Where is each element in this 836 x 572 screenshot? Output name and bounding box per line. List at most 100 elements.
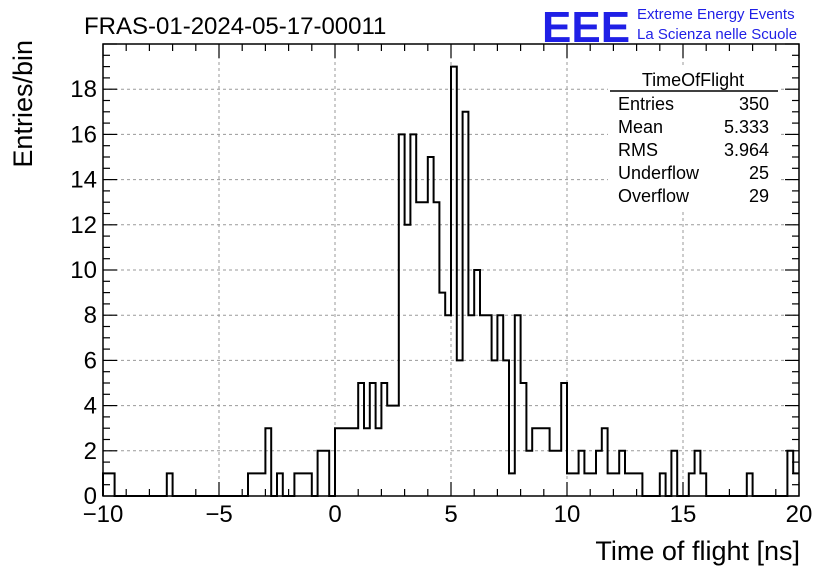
x-tick-label: 15 bbox=[670, 501, 697, 528]
histogram-bin-111 bbox=[747, 473, 753, 496]
eee-logo-line2: La Scienza nelle Scuole bbox=[637, 26, 797, 43]
histogram-bin-49 bbox=[387, 406, 393, 496]
histogram-bin-42 bbox=[347, 428, 353, 496]
histogram-bin-67 bbox=[492, 360, 498, 496]
stats-row-value: 25 bbox=[749, 163, 769, 183]
histogram-bin-73 bbox=[526, 451, 532, 496]
histogram-bin-44 bbox=[358, 383, 364, 496]
stats-box-background bbox=[608, 66, 778, 210]
eee-logo-line1: Extreme Energy Events bbox=[637, 6, 795, 23]
x-tick-label: −10 bbox=[83, 501, 124, 528]
histogram-bin-40 bbox=[335, 428, 341, 496]
y-axis-ticks: 0 2 4 6 8 10 12 14 16 18 bbox=[70, 43, 799, 510]
stats-row-value: 29 bbox=[749, 186, 769, 206]
histogram-bin-92 bbox=[637, 473, 643, 496]
histogram-bin-68 bbox=[497, 315, 503, 496]
x-tick-label: 10 bbox=[554, 501, 581, 528]
y-tick-label: 10 bbox=[70, 257, 97, 284]
histogram-bin-88 bbox=[613, 473, 619, 496]
histogram-bin-84 bbox=[590, 473, 596, 496]
histogram-bin-30 bbox=[277, 473, 283, 496]
histogram-bin-70 bbox=[509, 473, 515, 496]
stats-box: TimeOfFlight Entries 350 Mean 5.333 RMS 3.964… bbox=[608, 66, 778, 210]
histogram-bin-63 bbox=[468, 315, 474, 496]
y-tick-label: 0 bbox=[84, 483, 97, 510]
histogram-bin-87 bbox=[608, 473, 614, 496]
stats-box-title: TimeOfFlight bbox=[642, 70, 744, 90]
x-tick-label: 0 bbox=[328, 501, 341, 528]
histogram-bin-71 bbox=[515, 315, 521, 496]
eee-logo: EEE Extreme Energy Events La Scienza nel… bbox=[542, 3, 797, 52]
histogram-bin-90 bbox=[625, 473, 631, 496]
histogram-series bbox=[102, 65, 799, 497]
y-tick-label: 18 bbox=[70, 76, 97, 103]
x-axis-ticks: −10 −5 0 5 10 15 20 bbox=[83, 44, 813, 528]
stats-row-label: Mean bbox=[618, 117, 663, 137]
histogram-bin-61 bbox=[457, 360, 463, 496]
y-tick-label: 12 bbox=[70, 212, 97, 239]
histogram-bin-78 bbox=[555, 451, 561, 496]
histogram-bin-26 bbox=[254, 473, 260, 496]
histogram-bin-59 bbox=[445, 315, 451, 496]
histogram-bin-89 bbox=[619, 451, 625, 496]
histogram-bin-57 bbox=[434, 202, 440, 496]
histogram-bin-35 bbox=[306, 473, 312, 496]
x-tick-label: −5 bbox=[205, 501, 232, 528]
histogram-bin-103 bbox=[700, 473, 706, 496]
histogram-bin-64 bbox=[474, 270, 480, 496]
histogram-bin-102 bbox=[695, 451, 701, 496]
histogram-bin-45 bbox=[364, 428, 370, 496]
histogram-bin-62 bbox=[463, 112, 469, 496]
histogram-bin-54 bbox=[416, 202, 422, 496]
histogram-bin-80 bbox=[567, 473, 573, 496]
histogram-bin-50 bbox=[393, 406, 399, 496]
histogram-bin-38 bbox=[323, 451, 329, 496]
histogram-bin-69 bbox=[503, 360, 509, 496]
histogram-bin-77 bbox=[550, 451, 556, 496]
y-tick-label: 8 bbox=[84, 302, 97, 329]
histogram-bin-48 bbox=[381, 383, 387, 496]
histogram-bin-33 bbox=[294, 473, 300, 496]
histogram-bin-47 bbox=[376, 428, 382, 496]
histogram-bin-98 bbox=[671, 451, 677, 496]
histogram-bin-56 bbox=[428, 157, 434, 496]
histogram-bin-43 bbox=[352, 428, 358, 496]
y-tick-label: 14 bbox=[70, 167, 97, 194]
histogram-bin-46 bbox=[370, 383, 376, 496]
x-tick-label: 5 bbox=[444, 501, 457, 528]
histogram-bin-65 bbox=[480, 315, 486, 496]
histogram-bin-101 bbox=[689, 473, 695, 496]
histogram-bin-25 bbox=[248, 473, 254, 496]
stats-row-label: Underflow bbox=[618, 163, 700, 183]
stats-row-value: 5.333 bbox=[724, 117, 769, 137]
stats-row-label: Entries bbox=[618, 94, 674, 114]
histogram-outline bbox=[102, 65, 799, 497]
y-tick-label: 4 bbox=[84, 393, 97, 420]
stats-row-label: RMS bbox=[618, 140, 658, 160]
histogram-bin-96 bbox=[660, 473, 666, 496]
stats-box-rows: Entries 350 Mean 5.333 RMS 3.964 Underflow 25 Ov… bbox=[618, 94, 769, 206]
histogram-bin-28 bbox=[265, 428, 271, 496]
histogram-bin-81 bbox=[573, 473, 579, 496]
x-tick-label: 20 bbox=[786, 501, 813, 528]
histogram-bin-41 bbox=[341, 428, 347, 496]
histogram-bin-82 bbox=[579, 451, 585, 496]
histogram-bin-37 bbox=[318, 451, 324, 496]
histogram-bin-86 bbox=[602, 428, 608, 496]
histogram-bin-75 bbox=[538, 428, 544, 496]
run-title: FRAS-01-2024-05-17-00011 bbox=[84, 13, 386, 40]
histogram-bin-85 bbox=[596, 451, 602, 496]
histogram-bin-72 bbox=[521, 383, 527, 496]
stats-row-label: Overflow bbox=[618, 186, 690, 206]
histogram-bin-51 bbox=[399, 134, 405, 496]
histogram-bin-58 bbox=[439, 293, 445, 496]
histogram-bin-52 bbox=[405, 225, 411, 496]
histogram-bin-34 bbox=[300, 473, 306, 496]
histogram-bin-83 bbox=[584, 473, 590, 496]
histogram-bin-27 bbox=[260, 473, 266, 496]
histogram-bin-53 bbox=[410, 134, 416, 496]
y-tick-label: 6 bbox=[84, 347, 97, 374]
histogram-bin-11 bbox=[167, 473, 173, 496]
x-axis-title: Time of flight [ns] bbox=[595, 536, 800, 566]
